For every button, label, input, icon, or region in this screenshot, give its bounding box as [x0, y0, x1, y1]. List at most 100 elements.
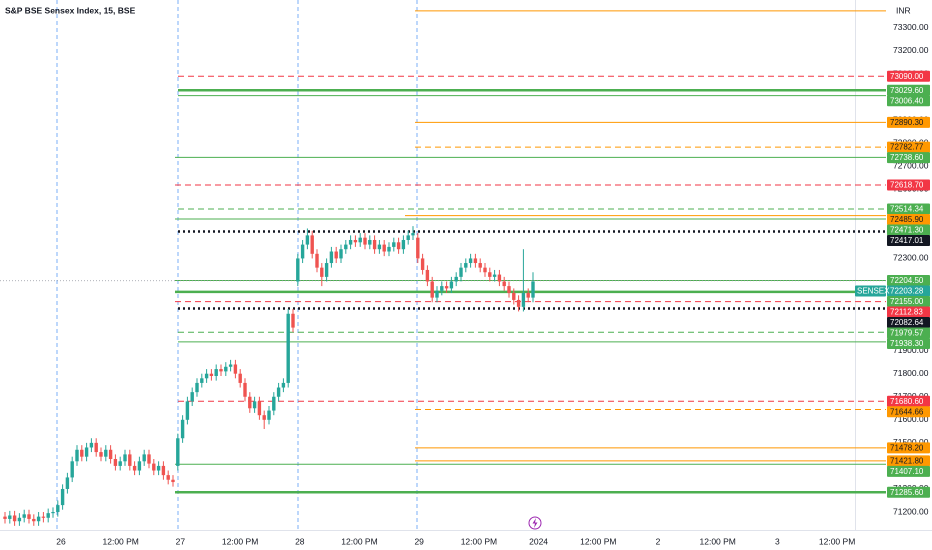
candle-body: [132, 465, 137, 471]
price-badge: [887, 285, 930, 297]
candle-body: [296, 258, 300, 282]
x-tick-label: 3: [775, 536, 780, 546]
price-badge-label: 72155.00: [890, 297, 924, 306]
candle-body: [8, 515, 12, 519]
price-badge-label: 72112.83: [890, 308, 923, 317]
price-badge-label: 72485.90: [890, 215, 924, 224]
price-badge: [887, 95, 930, 107]
symbol-badge-label: SENSEX: [857, 287, 890, 296]
price-badge-label: 71979.57: [890, 329, 924, 338]
candle-body: [176, 438, 180, 466]
candle-body: [51, 512, 55, 514]
candle-body: [137, 461, 142, 471]
candle-body: [363, 237, 367, 245]
candle-body: [128, 454, 132, 466]
candle-body: [406, 235, 410, 240]
candle-body: [56, 505, 60, 513]
candle-body: [300, 244, 305, 259]
price-badge: [887, 214, 930, 226]
price-badge: [887, 406, 930, 418]
candle-body: [348, 239, 353, 245]
candle-body: [190, 392, 194, 402]
price-badge-label: 71938.30: [890, 339, 924, 348]
candle-body: [320, 267, 324, 277]
candle-body: [161, 465, 166, 476]
y-tick-label: 71200.00: [893, 506, 929, 516]
price-badge-label: 72890.30: [890, 118, 924, 127]
candle-body: [17, 517, 22, 522]
candle-body: [310, 235, 314, 254]
price-badge-label: 72203.28: [890, 287, 924, 296]
candle-body: [209, 373, 214, 377]
price-badge-label: 73006.40: [890, 96, 924, 105]
candle-body: [526, 293, 530, 298]
candle-body: [324, 263, 329, 277]
price-badge: [887, 203, 930, 215]
candle-body: [262, 415, 266, 420]
price-badge: [887, 152, 930, 164]
candle-body: [32, 518, 36, 522]
candle-body: [233, 364, 238, 374]
candle-body: [152, 463, 156, 471]
price-badge: [887, 306, 930, 318]
price-badge-label: 71644.66: [890, 407, 924, 416]
price-badge: [887, 274, 930, 286]
candle-body: [60, 488, 65, 506]
x-tick-label: 29: [414, 536, 424, 546]
price-badge: [887, 327, 930, 339]
candles: [3, 226, 535, 526]
candle-body: [257, 401, 262, 416]
candle-body: [46, 513, 50, 518]
price-badge: [887, 141, 930, 153]
candle-body: [219, 369, 223, 372]
candle-body: [27, 514, 31, 519]
candle-body: [147, 454, 151, 464]
candle-body: [473, 258, 478, 264]
price-badge-label: 72514.34: [890, 205, 924, 214]
price-badge-label: 72204.50: [890, 276, 924, 285]
x-tick-label: 2: [656, 536, 661, 546]
event-icon-bolt[interactable]: [532, 518, 538, 528]
candle-body: [243, 382, 247, 397]
y-tick-label: 72300.00: [893, 253, 929, 263]
event-icon[interactable]: [528, 516, 542, 530]
candle-body: [344, 244, 348, 250]
price-badge: [887, 337, 930, 349]
x-tick-label: 12:00 PM: [222, 536, 258, 546]
x-tick-label: 12:00 PM: [341, 536, 377, 546]
x-tick-label: 26: [56, 536, 66, 546]
candle-body: [454, 276, 458, 282]
x-tick-label: 2024: [529, 536, 548, 546]
currency-label: INR: [896, 5, 911, 15]
candle-body: [449, 281, 454, 289]
candle-body: [118, 461, 122, 466]
candle-body: [444, 286, 449, 289]
x-tick-label: 27: [176, 536, 186, 546]
candle-body: [156, 465, 161, 471]
price-badge: [887, 179, 930, 191]
candle-body: [464, 263, 468, 268]
candle-body: [75, 449, 79, 462]
price-badge: [887, 70, 930, 82]
candle-body: [84, 447, 89, 457]
candle-body: [267, 410, 271, 420]
candle-body: [401, 239, 406, 250]
candle-body: [204, 373, 209, 379]
candle-body: [411, 233, 415, 236]
candle-body: [185, 401, 190, 420]
x-tick-label: 12:00 PM: [700, 536, 736, 546]
candle-body: [377, 244, 382, 250]
price-badge-label: 72738.60: [890, 153, 924, 162]
x-tick-label: 12:00 PM: [580, 536, 616, 546]
price-badge-label: 71421.80: [890, 456, 924, 465]
candle-body: [94, 442, 98, 453]
price-levels: [0, 10, 886, 494]
candle-body: [339, 249, 343, 259]
price-badge-label: 71478.20: [890, 443, 924, 452]
price-badge-label: 73029.60: [890, 86, 924, 95]
price-badge-label: 72471.30: [890, 226, 924, 235]
candle-body: [492, 274, 497, 277]
candle-body: [358, 237, 362, 243]
candle-body: [497, 274, 502, 282]
